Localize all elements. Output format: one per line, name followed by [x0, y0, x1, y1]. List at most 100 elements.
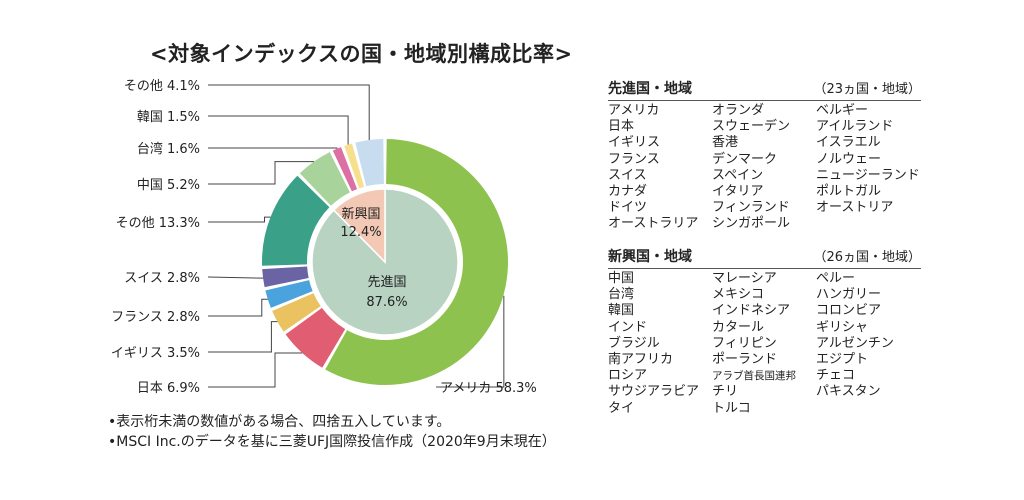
emerging-count: （26ヵ国・地域）: [813, 250, 921, 265]
country-name: ポーランド: [712, 352, 778, 368]
country-name: シンガポール: [712, 216, 791, 232]
leader-line: [208, 352, 303, 388]
country-name: スイス: [608, 167, 647, 183]
emerging-header: 新興国・地域 （26ヵ国・地域）: [608, 246, 921, 269]
inner-label-value: 87.6%: [366, 295, 407, 310]
country-name: トルコ: [712, 400, 751, 416]
country-name: カタール: [712, 319, 765, 335]
inner-slice: [332, 188, 386, 264]
outer-slice: [265, 280, 313, 308]
country-name: イギリス: [608, 135, 661, 151]
country-name: 中国: [608, 271, 635, 286]
outer-label: スイス 2.8%: [124, 271, 200, 286]
leader-line: [208, 216, 271, 223]
outer-label: 日本 6.9%: [137, 381, 200, 396]
outer-slice: [272, 293, 321, 332]
leader-line: [208, 161, 314, 185]
country-name: メキシコ: [712, 287, 765, 303]
emerging-title: 新興国・地域: [608, 249, 692, 265]
emerging-col-3: ペルー ハンガリー コロンビア ギリシャ アルゼンチン エジプト チェコ パキス…: [816, 271, 894, 417]
country-name: フランス: [608, 151, 660, 167]
developed-panel: 先進国・地域 （23ヵ国・地域） アメリカ 日本 イギリス フランス スイス カ…: [608, 78, 921, 233]
country-name: ポルトガル: [816, 184, 882, 200]
outer-slice: [262, 266, 309, 288]
emerging-panel: 新興国・地域 （26ヵ国・地域） 中国 台湾 韓国 インド ブラジル 南アフリカ…: [608, 246, 921, 417]
outer-slice: [262, 175, 330, 266]
country-name: スウェーデン: [712, 119, 791, 135]
inner-label-value: 12.4%: [340, 225, 381, 240]
leader-line: [208, 115, 349, 145]
leader-line: [208, 321, 278, 353]
inner-label-name: 先進国: [367, 275, 406, 290]
country-name: アラブ首長国連邦: [712, 370, 796, 383]
developed-col-1: アメリカ 日本 イギリス フランス スイス カナダ ドイツ オーストラリア: [608, 103, 712, 233]
country-name: ペルー: [816, 271, 856, 286]
developed-col-2: オランダ スウェーデン 香港 デンマーク スペイン イタリア フィンランド シン…: [712, 103, 816, 233]
country-name: フィンランド: [712, 200, 790, 216]
country-name: スペイン: [712, 167, 764, 183]
country-name: オーストラリア: [608, 216, 699, 232]
country-name: ロシア: [608, 368, 648, 384]
outer-label: 台湾 1.6%: [137, 141, 200, 157]
outer-label: 韓国 1.5%: [137, 110, 200, 125]
outer-slice: [285, 307, 346, 368]
country-name: 日本: [608, 119, 635, 135]
country-name: ドイツ: [608, 200, 648, 216]
country-name: チェコ: [816, 368, 856, 384]
outer-slice: [325, 139, 509, 386]
developed-header: 先進国・地域 （23ヵ国・地域）: [608, 78, 921, 101]
outer-slice: [332, 147, 358, 192]
country-name: マレーシア: [712, 271, 777, 286]
country-name: インドネシア: [712, 303, 791, 319]
footnote-source: •MSCI Inc.のデータを基に三菱UFJ国際投信作成（2020年9月末現在）: [108, 434, 556, 450]
country-name: ギリシャ: [816, 319, 869, 335]
country-name: 台湾: [608, 287, 635, 303]
country-name: エジプト: [816, 352, 869, 368]
developed-count: （23ヵ国・地域）: [813, 82, 921, 97]
outer-label: イギリス 3.5%: [111, 346, 200, 361]
country-name: フィリピン: [712, 335, 777, 351]
country-name: 香港: [712, 135, 739, 151]
emerging-col-2: マレーシア メキシコ インドネシア カタール フィリピン ポーランド アラブ首長…: [712, 271, 816, 417]
country-name: デンマーク: [712, 151, 778, 167]
country-name: インド: [608, 319, 648, 335]
outer-label: その他 4.1%: [124, 79, 200, 94]
country-name: パキスタン: [816, 384, 881, 400]
country-name: アイルランド: [816, 119, 894, 135]
country-name: イスラエル: [816, 135, 881, 151]
outer-label: フランス 2.8%: [111, 310, 200, 325]
outer-slice: [299, 152, 350, 206]
leader-line: [207, 276, 264, 279]
country-name: アルゼンチン: [816, 335, 894, 351]
outer-slice: [344, 143, 365, 189]
country-name: ノルウェー: [816, 151, 882, 167]
country-name: 南アフリカ: [608, 352, 674, 368]
country-name: ベルギー: [816, 103, 869, 118]
country-name: コロンビア: [816, 303, 882, 319]
chart-title: <対象インデックスの国・地域別構成比率>: [150, 42, 573, 66]
leader-line: [208, 298, 268, 317]
footnotes: •表示桁未満の数値がある場合、四捨五入しています。 •MSCI Inc.のデータ…: [108, 412, 556, 452]
leader-line: [208, 147, 338, 149]
outer-label: その他 13.3%: [116, 216, 200, 231]
country-name: タイ: [608, 400, 635, 416]
outer-slice: [355, 139, 384, 187]
country-name: サウジアラビア: [608, 384, 700, 400]
developed-col-3: ベルギー アイルランド イスラエル ノルウェー ニュージーランド ポルトガル オ…: [816, 103, 920, 233]
country-name: 韓国: [608, 303, 635, 319]
country-name: ブラジル: [608, 335, 660, 351]
country-name: ニュージーランド: [816, 167, 920, 183]
leader-line: [208, 84, 370, 141]
emerging-col-1: 中国 台湾 韓国 インド ブラジル 南アフリカ ロシア サウジアラビア タイ: [608, 271, 712, 417]
country-name: イタリア: [712, 184, 764, 200]
developed-title: 先進国・地域: [608, 81, 692, 97]
leader-line: [436, 295, 505, 388]
country-name: オランダ: [712, 103, 765, 118]
inner-label-name: 新興国: [341, 206, 380, 222]
country-name: チリ: [712, 384, 739, 400]
country-name: ハンガリー: [816, 287, 882, 303]
country-name: カナダ: [608, 184, 648, 200]
outer-label: アメリカ 58.3%: [440, 381, 537, 396]
footnote-rounding: •表示桁未満の数値がある場合、四捨五入しています。: [108, 414, 451, 430]
